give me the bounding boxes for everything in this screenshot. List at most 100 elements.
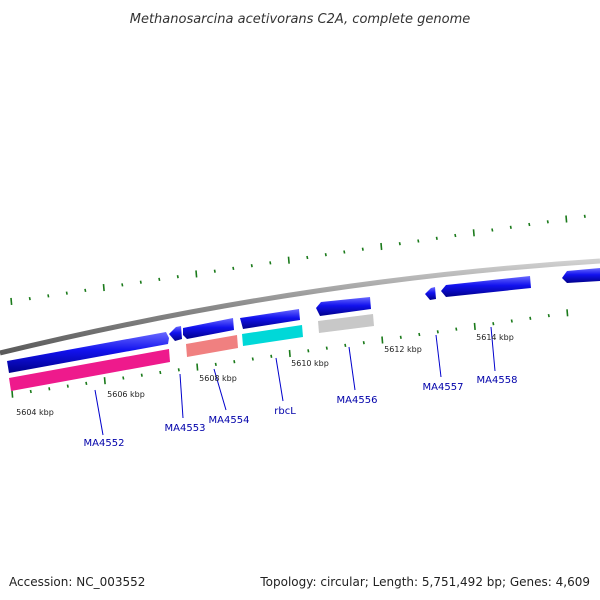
scale-label: 5614 kbp	[476, 333, 514, 342]
leader-rbcL	[275, 357, 284, 402]
tick-mark	[103, 377, 106, 385]
tick-mark	[306, 255, 309, 260]
tick-mark	[362, 341, 365, 345]
tick-mark	[454, 233, 457, 238]
scale-label: 5612 kbp	[384, 345, 422, 354]
gene-label-MA4558[interactable]: MA4558	[477, 375, 518, 386]
gene-MA4553[interactable]: MA4553	[165, 326, 206, 434]
tick-mark	[176, 275, 179, 279]
scale-label: 5610 kbp	[291, 359, 329, 368]
scale-label: 5606 kbp	[107, 390, 145, 399]
tick-mark	[381, 336, 384, 344]
tick-mark	[159, 370, 162, 375]
gene-label-MA4552[interactable]: MA4552	[84, 438, 125, 449]
tick-mark	[177, 368, 180, 372]
gene-arrow-rbcL	[240, 309, 300, 329]
tick-mark	[472, 229, 475, 237]
tick-mark	[455, 327, 458, 331]
tick-mark	[102, 284, 105, 292]
tick-mark	[529, 316, 532, 320]
tick-mark	[583, 214, 586, 218]
tick-mark	[48, 387, 51, 391]
lower-tick-row	[11, 309, 569, 398]
tick-mark	[417, 239, 420, 243]
tick-mark	[250, 264, 253, 268]
product-bar-MA4552	[9, 349, 170, 391]
tick-mark	[418, 332, 421, 337]
tick-mark	[547, 313, 550, 318]
tick-mark	[380, 242, 383, 251]
tick-mark	[140, 373, 143, 377]
tick-mark	[213, 269, 216, 273]
gene-arrow-MA4553	[169, 326, 182, 341]
tick-mark	[251, 357, 254, 361]
tick-mark	[214, 362, 217, 367]
tick-mark	[29, 389, 32, 394]
gene-MA4554[interactable]: MA4554	[183, 318, 249, 426]
gene-label-MA4557[interactable]: MA4557	[423, 382, 464, 393]
tick-mark	[565, 215, 568, 223]
leader-MA4554	[213, 368, 227, 411]
tick-mark	[121, 283, 124, 287]
tick-mark	[509, 225, 512, 229]
scale-labels: 5604 kbp 5606 kbp 5608 kbp 5610 kbp 5612…	[16, 333, 514, 417]
tick-mark	[510, 319, 513, 323]
leader-MA4552	[94, 389, 104, 436]
tick-mark	[436, 330, 439, 334]
gene-arrow-MA4557	[425, 287, 436, 300]
tick-mark	[158, 277, 161, 282]
tick-mark	[361, 247, 364, 251]
tick-mark	[287, 256, 290, 264]
tick-mark	[10, 297, 13, 305]
tick-mark	[492, 322, 495, 326]
product-bar-rbcL	[242, 325, 303, 346]
gene-rbcL[interactable]: rbcL	[240, 309, 303, 417]
gene-MA4552[interactable]: MA4552	[7, 332, 170, 449]
gene-label-MA4556[interactable]: MA4556	[337, 395, 378, 406]
tick-mark	[269, 261, 272, 265]
topology-text: Topology: circular; Length: 5,751,492 bp…	[259, 575, 590, 589]
gene-MA4557[interactable]: MA4557	[423, 287, 464, 393]
tick-mark	[85, 381, 88, 386]
tick-mark	[566, 309, 569, 317]
tick-mark	[307, 349, 310, 353]
tick-mark	[11, 390, 14, 398]
tick-mark	[528, 222, 531, 227]
gene-label-rbcL[interactable]: rbcL	[274, 406, 296, 417]
gene-MA4556[interactable]: MA4556	[316, 297, 377, 406]
tick-mark	[399, 335, 402, 339]
tick-mark	[546, 220, 549, 224]
accession-text: Accession: NC_003552	[9, 575, 145, 589]
leader-MA4556	[348, 346, 356, 391]
product-bar-MA4556	[318, 314, 374, 333]
gene-arrow-MA4554	[183, 318, 234, 339]
tick-mark	[435, 236, 438, 240]
tick-mark	[398, 242, 401, 246]
tick-mark	[65, 291, 68, 295]
tick-mark	[343, 250, 346, 254]
tick-mark	[84, 288, 87, 293]
gene-MA4558[interactable]: MA4558	[441, 276, 531, 386]
gene-label-MA4554[interactable]: MA4554	[209, 415, 250, 426]
tick-mark	[66, 384, 69, 388]
tick-mark	[195, 270, 198, 278]
gene-arrow-MA4558	[441, 276, 531, 297]
tick-mark	[344, 343, 347, 348]
tick-mark	[324, 253, 327, 257]
tick-mark	[270, 354, 273, 358]
gene-arrow-MA4552	[7, 332, 169, 373]
product-bar-MA4554	[186, 335, 238, 357]
tick-mark	[47, 294, 50, 298]
tick-mark	[473, 322, 476, 330]
genome-backbone	[0, 258, 600, 356]
gene-label-MA4553[interactable]: MA4553	[165, 423, 206, 434]
tick-mark	[233, 360, 236, 364]
scale-label: 5604 kbp	[16, 408, 54, 417]
tick-mark	[491, 228, 494, 232]
leader-MA4557	[435, 334, 442, 378]
tick-mark	[288, 349, 291, 358]
gene-arrow-offscreen[interactable]	[562, 268, 600, 283]
leader-MA4558	[490, 326, 496, 372]
scale-label: 5608 kbp	[199, 374, 237, 383]
